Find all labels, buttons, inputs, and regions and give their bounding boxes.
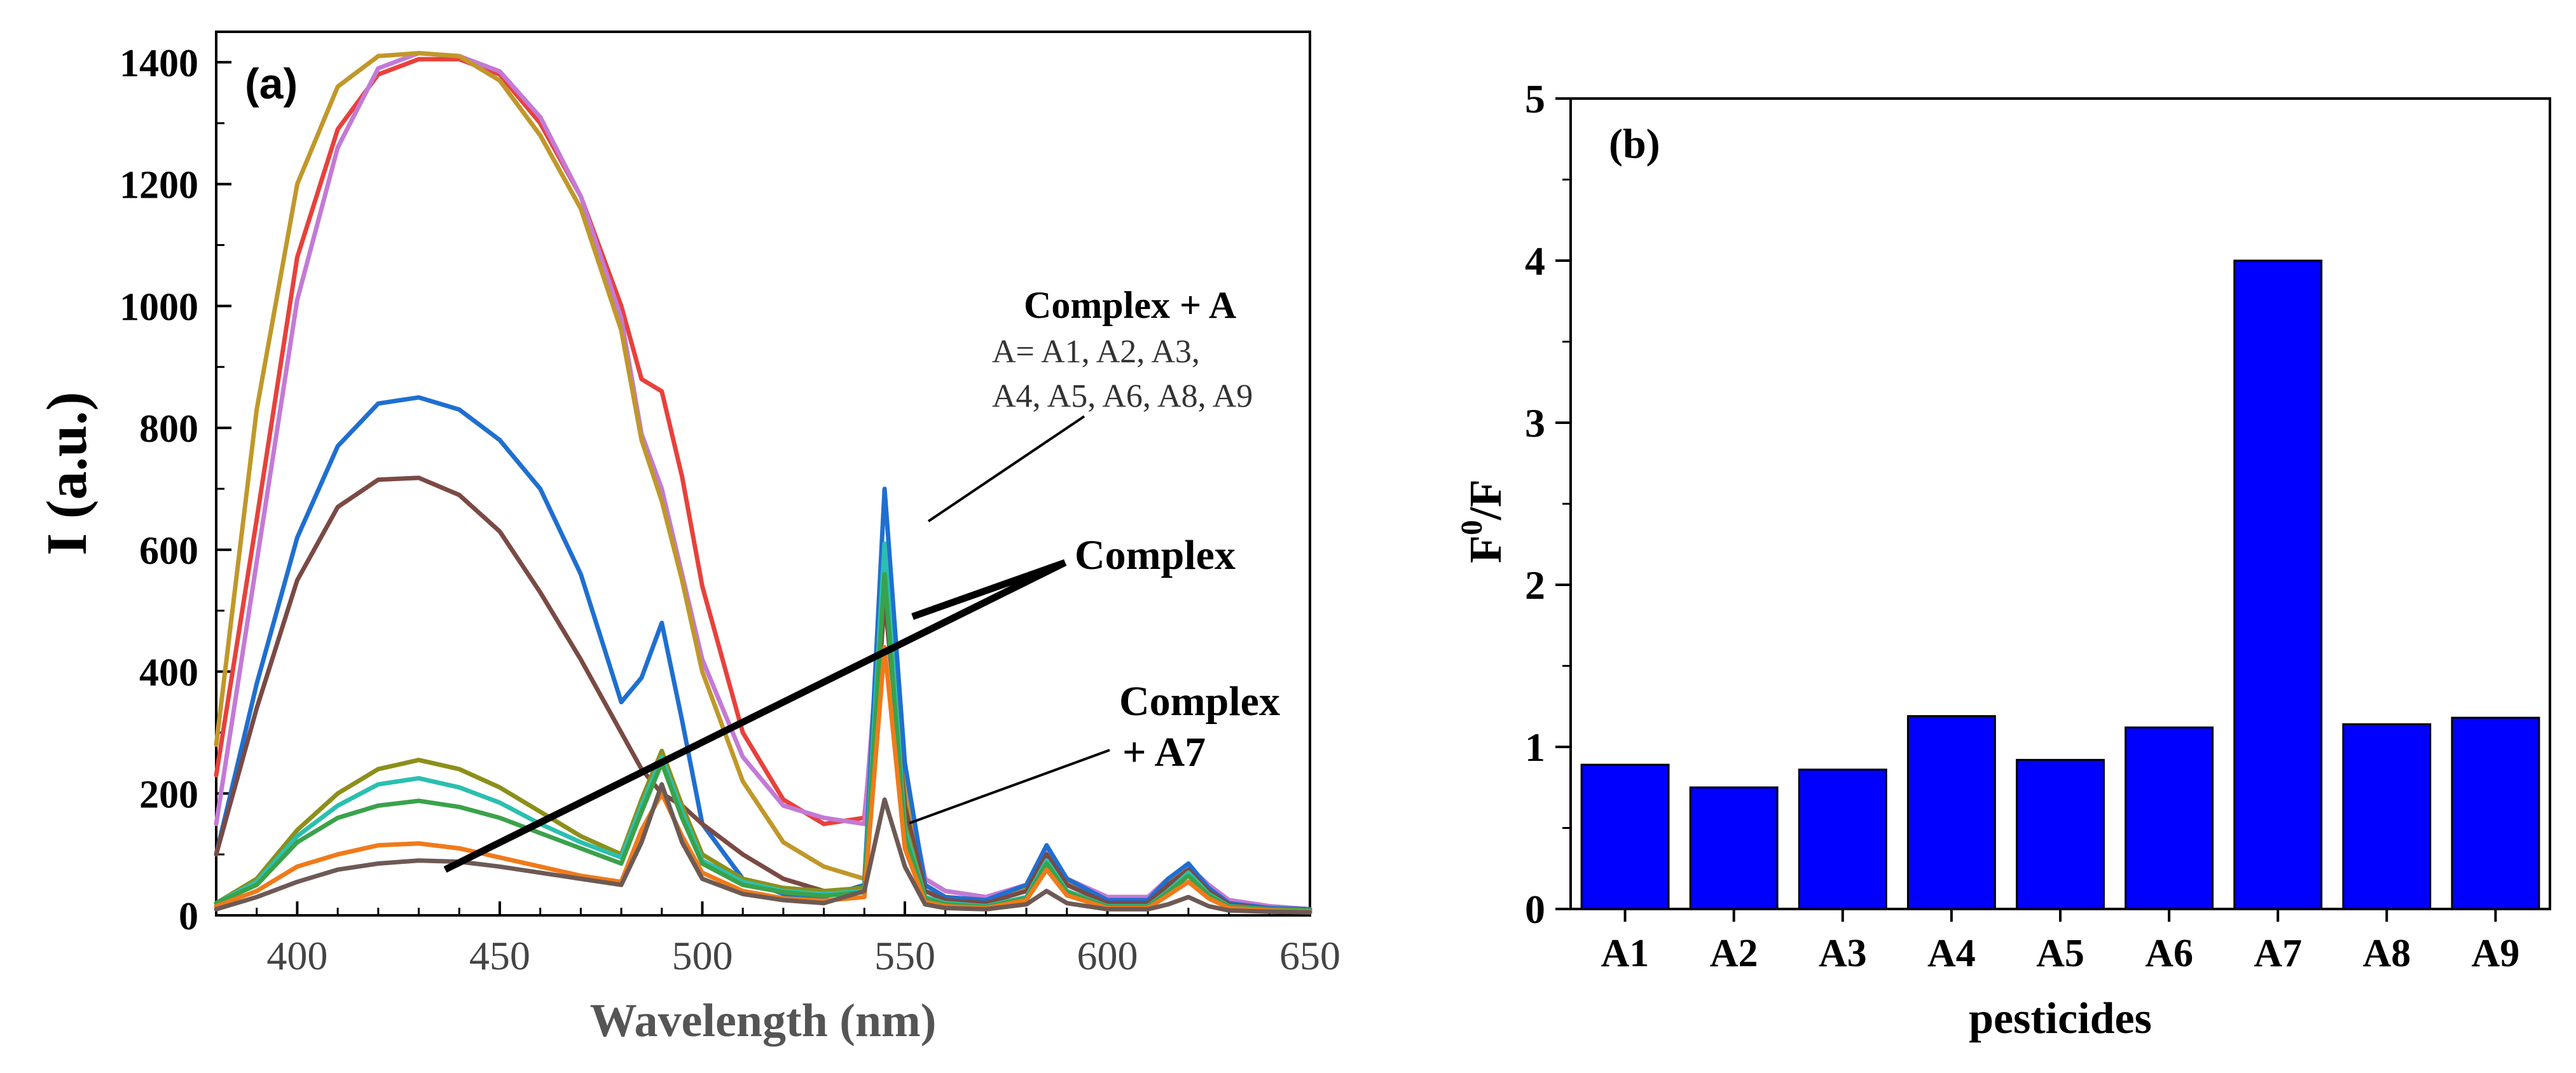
panel-b-label: (b) — [1609, 121, 1660, 167]
b-y-tick-label: 3 — [1525, 400, 1545, 446]
bar-a7 — [2233, 259, 2323, 910]
b-x-tick-label: A5 — [2036, 932, 2084, 975]
b-y-tick-label: 5 — [1525, 76, 1545, 121]
annotation-complex: Complex — [1075, 532, 1236, 578]
b-y-tick-label: 2 — [1525, 563, 1545, 608]
panel-b-y-tick-labels: 0 1 2 3 4 5 — [1525, 76, 1545, 932]
b-y-tick-label: 4 — [1525, 238, 1545, 284]
series-line-9 — [214, 782, 1312, 915]
b-y-tick-label: 0 — [1525, 887, 1545, 932]
panel-a-y-tick-labels: 0 200 400 600 800 1000 1200 1400 — [120, 42, 198, 938]
bar-a2 — [1689, 786, 1779, 910]
b-x-tick-label: A3 — [1819, 932, 1867, 975]
bar-a5 — [2016, 758, 2105, 910]
panel-a-y-axis-title: I (a.u.) — [36, 392, 99, 556]
bar-a1 — [1580, 763, 1670, 910]
a-x-tick-label: 650 — [1279, 933, 1340, 978]
panel-a-spectrum-chart: 400 450 500 550 600 650 0 200 400 600 800 1000 1200… — [36, 31, 1340, 1047]
bar-a3 — [1798, 769, 1887, 910]
b-x-tick-label: A9 — [2472, 932, 2520, 975]
b-x-tick-label: A4 — [1927, 932, 1976, 975]
a-y-tick-label: 1000 — [120, 285, 198, 329]
b-x-tick-label: A1 — [1601, 932, 1650, 975]
bar-a4 — [1906, 715, 1996, 910]
ylabel-f: F — [1460, 535, 1511, 563]
panel-a-plot-frame — [215, 31, 1311, 917]
a-y-tick-label: 400 — [139, 652, 198, 695]
b-y-tick-label: 1 — [1525, 725, 1545, 770]
series-line-6 — [214, 541, 1312, 913]
panel-a-x-axis-title: Wavelength (nm) — [590, 995, 937, 1047]
pointer-complex-a7 — [909, 749, 1110, 824]
bar-a9 — [2451, 716, 2540, 910]
panel-a-axis-ticks — [216, 60, 1311, 917]
bar-a8 — [2342, 723, 2432, 910]
panel-b-x-tick-labels: A1 A2 A3 A4 A5 A6 A7 A8 A9 — [1601, 932, 2520, 975]
panel-b-bar-chart: A1 A2 A3 A4 A5 A6 A7 A8 A9 0 1 2 3 4 5 (b) pesticides… — [1455, 76, 2551, 1043]
pointer-complex-plus-a — [927, 415, 1085, 523]
pointer-complex-to-peak — [911, 559, 1066, 620]
panel-a-series-group — [214, 51, 1312, 915]
a-y-tick-label: 1200 — [120, 164, 198, 207]
a-x-tick-label: 550 — [874, 933, 935, 978]
a-y-tick-label: 200 — [139, 773, 198, 816]
a-x-tick-label: 600 — [1077, 933, 1138, 978]
a-x-tick-label: 450 — [469, 933, 530, 978]
series-line-8 — [214, 645, 1312, 914]
annotation-a-list-line1: A= A1, A2, A3, — [992, 334, 1200, 370]
b-x-tick-label: A8 — [2362, 932, 2411, 975]
annotation-complex-a7-line1: Complex — [1119, 678, 1280, 725]
panel-a-label: (a) — [245, 60, 298, 108]
panel-b-bars-group — [1580, 259, 2540, 910]
a-y-tick-label: 1400 — [120, 42, 198, 85]
b-x-tick-label: A7 — [2254, 932, 2302, 975]
bar-a6 — [2125, 726, 2214, 910]
panel-b-y-axis-title: F0/F — [1455, 479, 1511, 563]
series-line-3 — [214, 395, 1312, 912]
annotation-a-list-line2: A4, A5, A6, A8, A9 — [992, 378, 1253, 414]
pointer-complex-to-low-curves — [443, 559, 1067, 873]
a-x-tick-label: 500 — [672, 933, 733, 978]
ylabel-superscript: 0 — [1455, 520, 1489, 535]
b-x-tick-label: A2 — [1710, 932, 1758, 975]
panel-b-x-axis-title: pesticides — [1969, 994, 2152, 1043]
a-x-tick-label: 400 — [266, 933, 327, 978]
annotation-complex-plus-a: Complex + A — [1024, 284, 1236, 326]
a-y-tick-label: 800 — [139, 407, 198, 451]
ylabel-tail: /F — [1460, 479, 1511, 521]
b-x-tick-label: A6 — [2145, 932, 2193, 975]
a-y-tick-label: 0 — [179, 895, 198, 938]
annotation-complex-a7-line2: + A7 — [1122, 729, 1206, 776]
panel-b-axis-ticks — [1555, 97, 2497, 922]
panel-a-x-tick-labels: 400 450 500 550 600 650 — [266, 933, 1340, 978]
a-y-tick-label: 600 — [139, 530, 198, 573]
